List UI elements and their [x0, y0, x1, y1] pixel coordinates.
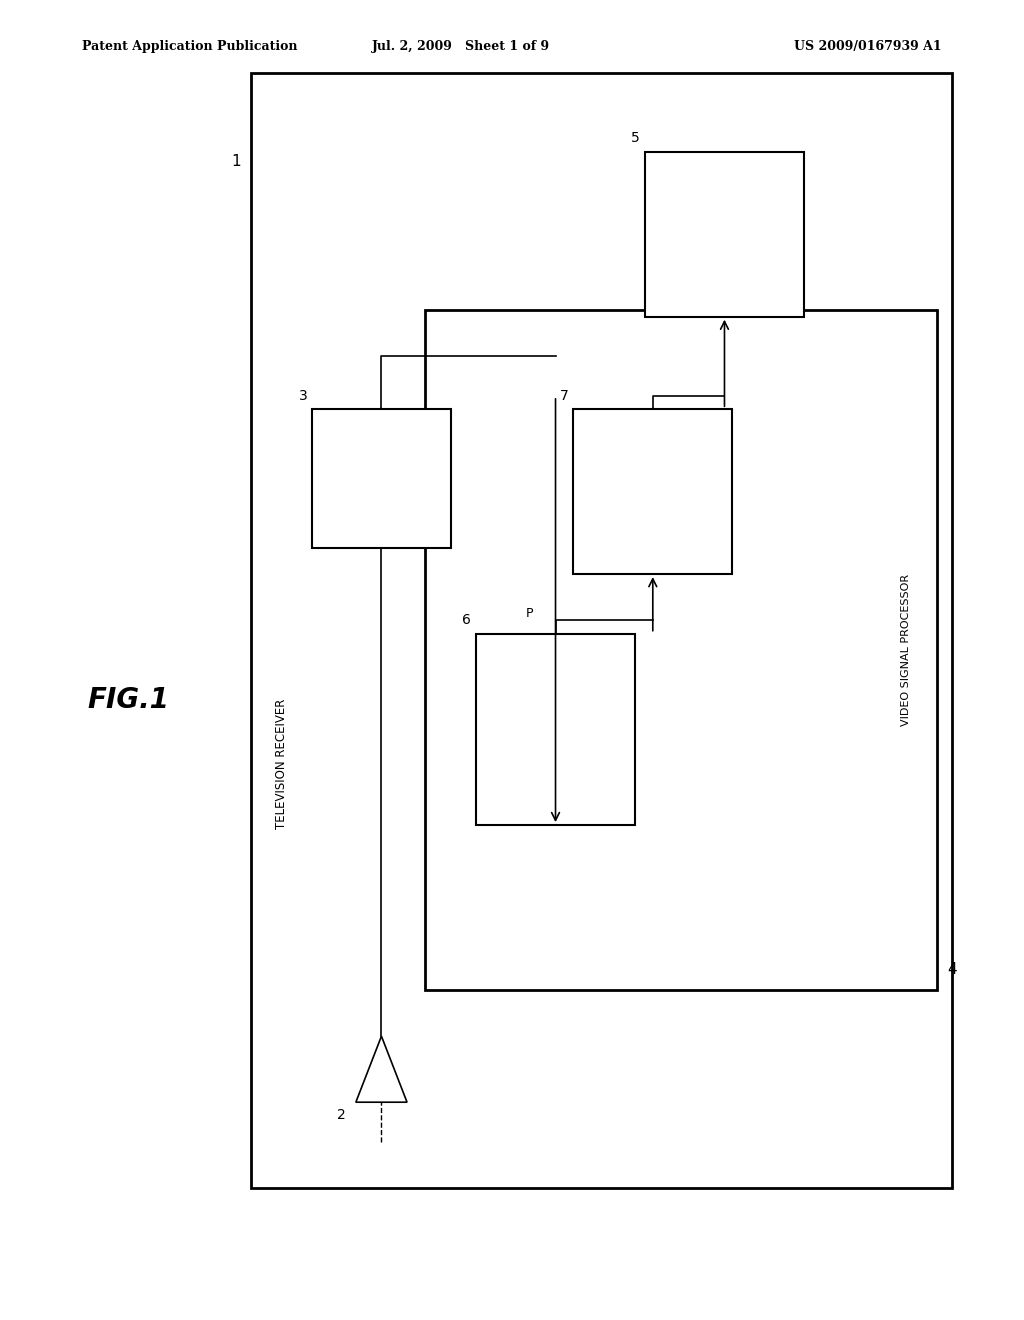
Bar	[312, 409, 451, 548]
Text: TELEVISION RECEIVER: TELEVISION RECEIVER	[275, 700, 288, 829]
Text: INTERLACED-TO-
PROGRESSIVE
SCANNING
CONVERSION CIRCUIT: INTERLACED-TO- PROGRESSIVE SCANNING CONV…	[499, 706, 612, 752]
Text: Jul. 2, 2009   Sheet 1 of 9: Jul. 2, 2009 Sheet 1 of 9	[372, 40, 550, 53]
Text: 3: 3	[298, 388, 307, 403]
Text: 2: 2	[337, 1109, 346, 1122]
Text: 6: 6	[462, 612, 471, 627]
Bar	[476, 634, 635, 825]
Text: 4: 4	[947, 962, 956, 977]
Text: Patent Application Publication: Patent Application Publication	[82, 40, 297, 53]
Text: RECEPTION
CIRCUIT: RECEPTION CIRCUIT	[352, 467, 411, 490]
Text: 1: 1	[231, 154, 241, 169]
Text: 7: 7	[559, 388, 568, 403]
Bar	[573, 409, 732, 574]
Text: LIQUID
CRYSTAL
DISPLAY PANEL: LIQUID CRYSTAL DISPLAY PANEL	[685, 216, 764, 252]
Bar	[425, 310, 937, 990]
Text: VIDEO SIGNAL PROCESSOR: VIDEO SIGNAL PROCESSOR	[901, 574, 911, 726]
Text: P: P	[526, 607, 534, 620]
Bar	[251, 73, 952, 1188]
Polygon shape	[356, 1036, 408, 1102]
Text: FIG.1: FIG.1	[87, 685, 169, 714]
Text: 5: 5	[631, 131, 640, 145]
Bar	[645, 152, 804, 317]
Text: LIQUID
CRYSTAL
DRIVE CIRCUIT: LIQUID CRYSTAL DRIVE CIRCUIT	[614, 474, 691, 510]
Text: US 2009/0167939 A1: US 2009/0167939 A1	[795, 40, 942, 53]
